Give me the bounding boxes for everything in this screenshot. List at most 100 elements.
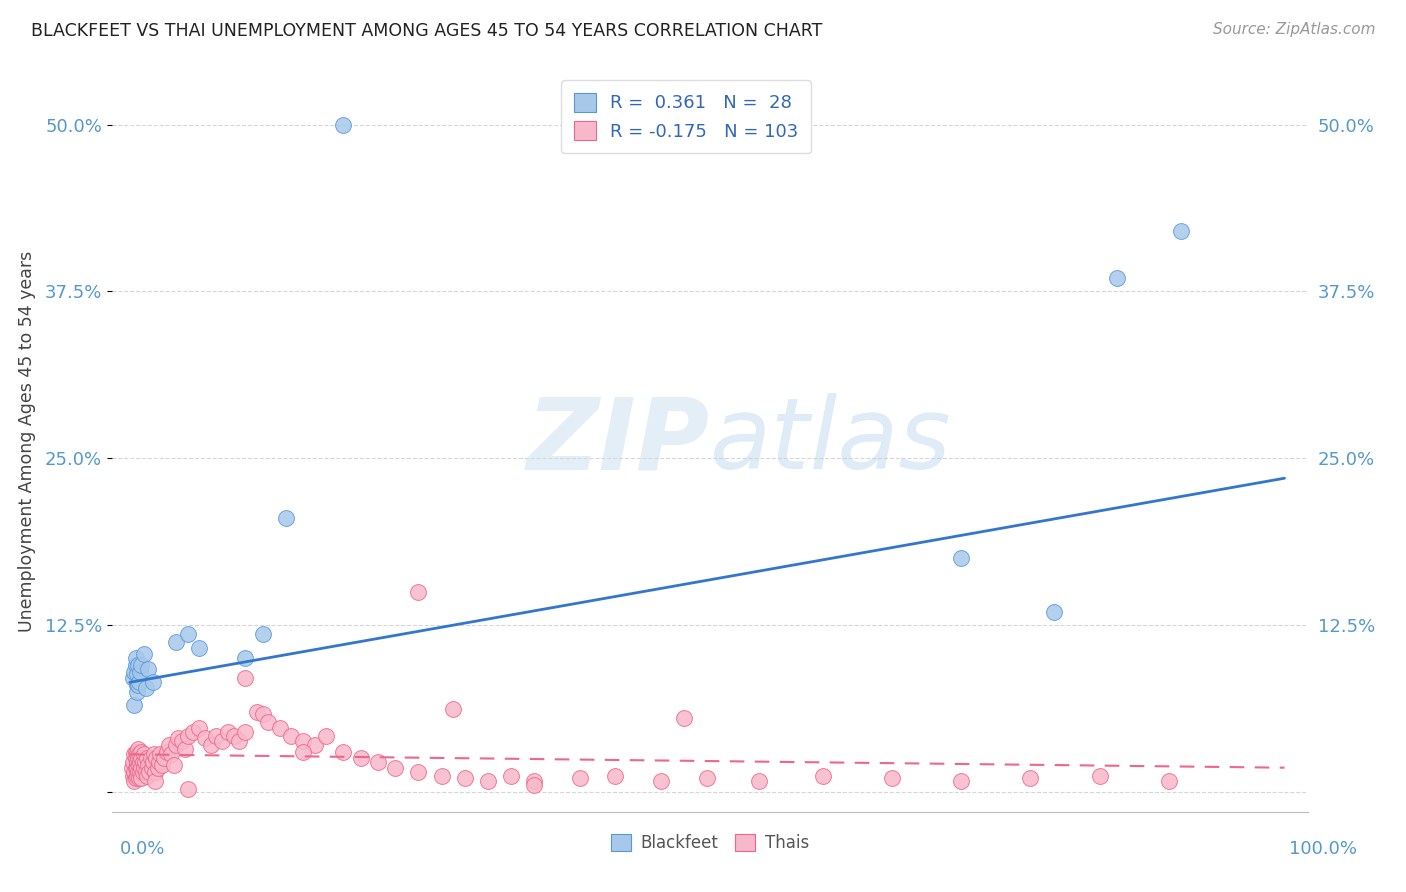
Point <box>143 774 166 789</box>
Point <box>124 772 146 786</box>
Point <box>233 671 256 685</box>
Point <box>650 774 672 789</box>
Point <box>1019 772 1042 786</box>
Point <box>163 758 186 772</box>
Point <box>430 769 453 783</box>
Point <box>274 511 297 525</box>
Point <box>176 627 198 641</box>
Text: atlas: atlas <box>710 393 952 490</box>
Point <box>125 747 148 762</box>
Point <box>124 751 146 765</box>
Point <box>127 751 149 765</box>
Point <box>122 756 145 770</box>
Point <box>124 665 146 679</box>
Point <box>125 678 148 692</box>
Point <box>603 769 626 783</box>
Point <box>124 761 146 775</box>
Point <box>125 756 148 770</box>
Point <box>950 551 973 566</box>
Point <box>135 764 157 779</box>
Point <box>170 734 193 748</box>
Point <box>1157 774 1180 789</box>
Point <box>124 698 146 712</box>
Point <box>257 715 280 730</box>
Point <box>127 657 149 672</box>
Point <box>124 651 146 665</box>
Point <box>121 761 143 775</box>
Point <box>131 772 153 786</box>
Y-axis label: Unemployment Among Ages 45 to 54 years: Unemployment Among Ages 45 to 54 years <box>18 251 37 632</box>
Point <box>280 729 302 743</box>
Point <box>129 665 152 679</box>
Point <box>696 772 718 786</box>
Point <box>125 769 148 783</box>
Point <box>132 761 155 775</box>
Point <box>950 774 973 789</box>
Point <box>246 705 269 719</box>
Point <box>148 756 170 770</box>
Point <box>453 772 475 786</box>
Point <box>131 756 153 770</box>
Point <box>156 745 179 759</box>
Point <box>125 667 148 681</box>
Point <box>128 675 150 690</box>
Point <box>211 734 233 748</box>
Point <box>499 769 522 783</box>
Point <box>304 738 326 752</box>
Point <box>131 657 153 672</box>
Point <box>125 761 148 775</box>
Point <box>408 764 430 779</box>
Point <box>569 772 592 786</box>
Legend: Blackfeet, Thais: Blackfeet, Thais <box>605 828 815 859</box>
Point <box>188 721 211 735</box>
Point <box>523 778 546 792</box>
Point <box>176 782 198 797</box>
Point <box>194 731 217 746</box>
Point <box>122 769 145 783</box>
Point <box>143 764 166 779</box>
Point <box>1042 605 1064 619</box>
Point <box>384 761 406 775</box>
Point <box>441 702 464 716</box>
Point <box>142 675 165 690</box>
Point <box>332 745 354 759</box>
Point <box>205 729 228 743</box>
Text: 100.0%: 100.0% <box>1289 840 1357 858</box>
Point <box>124 774 146 789</box>
Point <box>157 738 180 752</box>
Point <box>811 769 834 783</box>
Point <box>124 657 146 672</box>
Point <box>350 751 373 765</box>
Point <box>143 747 166 762</box>
Point <box>136 751 159 765</box>
Point <box>233 724 256 739</box>
Point <box>1105 271 1128 285</box>
Point <box>139 751 162 765</box>
Point <box>141 761 163 775</box>
Point <box>269 721 291 735</box>
Point <box>523 774 546 789</box>
Point <box>131 745 153 759</box>
Point <box>142 756 165 770</box>
Point <box>131 751 153 765</box>
Point <box>132 648 155 662</box>
Text: 0.0%: 0.0% <box>120 840 165 858</box>
Point <box>233 651 256 665</box>
Point <box>136 662 159 676</box>
Point <box>128 758 150 772</box>
Point <box>125 684 148 698</box>
Point <box>477 774 499 789</box>
Point <box>127 764 149 779</box>
Point <box>160 747 183 762</box>
Point <box>136 758 159 772</box>
Point <box>122 671 145 685</box>
Point <box>135 681 157 695</box>
Point <box>150 758 173 772</box>
Point <box>134 756 156 770</box>
Point <box>127 742 149 756</box>
Point <box>252 707 274 722</box>
Point <box>176 729 198 743</box>
Point <box>332 118 354 132</box>
Point <box>408 584 430 599</box>
Point <box>127 678 149 692</box>
